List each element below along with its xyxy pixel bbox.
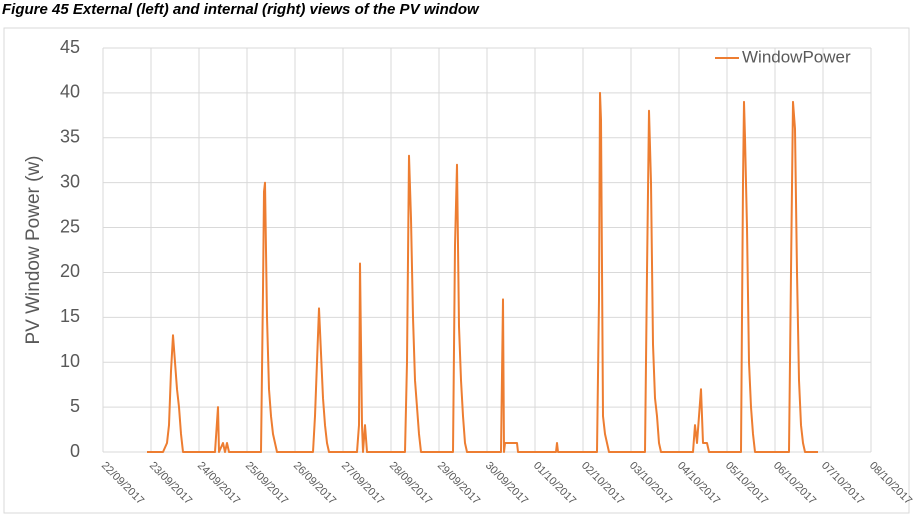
- x-tick-label: 04/10/2017: [675, 460, 722, 507]
- x-tick-label: 29/09/2017: [435, 460, 482, 507]
- x-tick-label: 25/09/2017: [243, 460, 290, 507]
- data-line: [147, 91, 818, 453]
- y-axis-label: PV Window Power (w): [23, 156, 44, 345]
- x-tick-label: 06/10/2017: [771, 460, 818, 507]
- x-tick-label: 23/09/2017: [147, 460, 194, 507]
- y-tick-label: 40: [60, 82, 80, 102]
- y-tick-label: 45: [60, 37, 80, 57]
- chart-frame: [3, 27, 910, 514]
- chart-title: Figure 45 External (left) and internal (…: [2, 1, 480, 18]
- y-tick-label: 30: [60, 171, 80, 191]
- x-tick-label: 26/09/2017: [291, 460, 338, 507]
- legend-label: WindowPower: [742, 47, 851, 66]
- x-tick-label: 02/10/2017: [579, 460, 626, 507]
- y-tick-label: 25: [60, 216, 80, 236]
- y-tick-label: 10: [60, 351, 80, 371]
- x-tick-label: 05/10/2017: [723, 460, 770, 507]
- x-tick-label: 01/10/2017: [531, 460, 578, 507]
- x-tick-label: 24/09/2017: [195, 460, 242, 507]
- x-tick-label: 03/10/2017: [627, 460, 674, 507]
- y-tick-label: 15: [60, 306, 80, 326]
- y-tick-label: 5: [70, 396, 80, 416]
- x-tick-label: 27/09/2017: [339, 460, 386, 507]
- x-tick-label: 30/09/2017: [483, 460, 530, 507]
- x-tick-label: 28/09/2017: [387, 460, 434, 507]
- x-tick-label: 22/09/2017: [99, 460, 146, 507]
- x-tick-label: 07/10/2017: [819, 460, 866, 507]
- x-tick-label: 08/10/2017: [867, 460, 913, 507]
- y-tick-label: 0: [70, 441, 80, 461]
- y-tick-label: 20: [60, 261, 80, 281]
- y-tick-label: 35: [60, 127, 80, 147]
